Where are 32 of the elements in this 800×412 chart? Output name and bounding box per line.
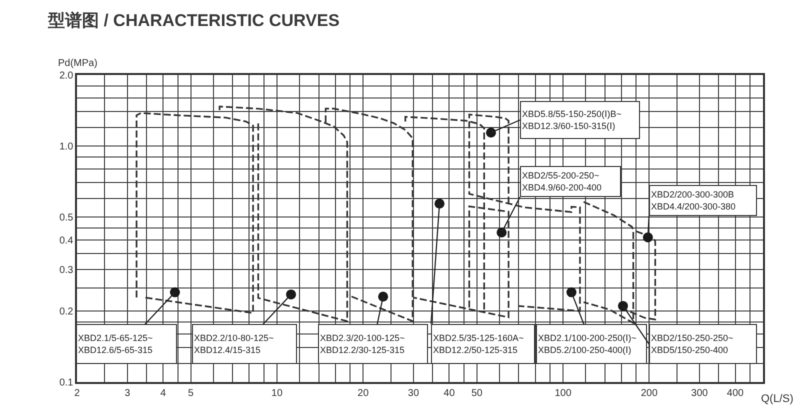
y-tick-label: 1.0 xyxy=(59,142,74,153)
x-tick-label: 50 xyxy=(471,388,483,399)
x-axis-title: Q(L/S) xyxy=(761,393,794,405)
x-tick-label: 10 xyxy=(271,388,283,399)
x-tick-label: 400 xyxy=(726,388,744,399)
annotation: XBD2/150-250-250~ XBD5/150-250-400 xyxy=(651,333,734,355)
y-tick-label: 2.0 xyxy=(59,70,74,82)
annotation: XBD2.3/20-100-125~ XBD12.2/30-125-315 xyxy=(320,333,405,355)
y-tick-label: 0.3 xyxy=(59,264,74,276)
x-tick-label: 20 xyxy=(358,388,370,399)
annotation: XBD2/55-200-250~ XBD4.9/60-200-400 xyxy=(522,170,602,192)
y-axis-title: Pd(MPa) xyxy=(58,58,98,69)
y-tick-label: 0.5 xyxy=(59,212,74,224)
x-tick-label: 100 xyxy=(554,388,572,399)
y-tick-label: 0.1 xyxy=(59,378,74,388)
x-tick-label: 300 xyxy=(691,388,708,399)
y-tick-label: 0.2 xyxy=(59,306,74,318)
x-tick-label: 5 xyxy=(188,388,194,399)
annotation: XBD5.8/55-150-250(Ⅰ)B~ XBD12.3/60-150-315(Ⅰ) xyxy=(522,109,622,131)
annotation: XBD2/200-300-300B XBD4.4/200-300-380 xyxy=(651,190,736,212)
annotation: XBD2.1/5-65-125~ XBD12.6/5-65-315 xyxy=(78,333,153,355)
x-tick-label: 30 xyxy=(408,388,420,399)
annotation: XBD2.5/35-125-160A~ XBD12.2/50-125-315 xyxy=(433,333,524,355)
annotation: XBD2.2/10-80-125~ XBD12.4/15-315 xyxy=(194,333,274,355)
x-tick-label: 4 xyxy=(160,388,166,399)
chart-title: 型谱图 / CHARACTERISTIC CURVES xyxy=(47,10,340,30)
x-tick-label: 2 xyxy=(74,388,80,399)
annotation: XBD2.1/100-200-250(Ⅰ)~ XBD5.2/100-250-400(Ⅰ) xyxy=(538,333,636,355)
x-tick-label: 40 xyxy=(444,388,456,399)
x-tick-label: 200 xyxy=(640,388,658,399)
y-tick-label: 0.4 xyxy=(59,235,74,246)
x-tick-label: 3 xyxy=(124,388,131,399)
